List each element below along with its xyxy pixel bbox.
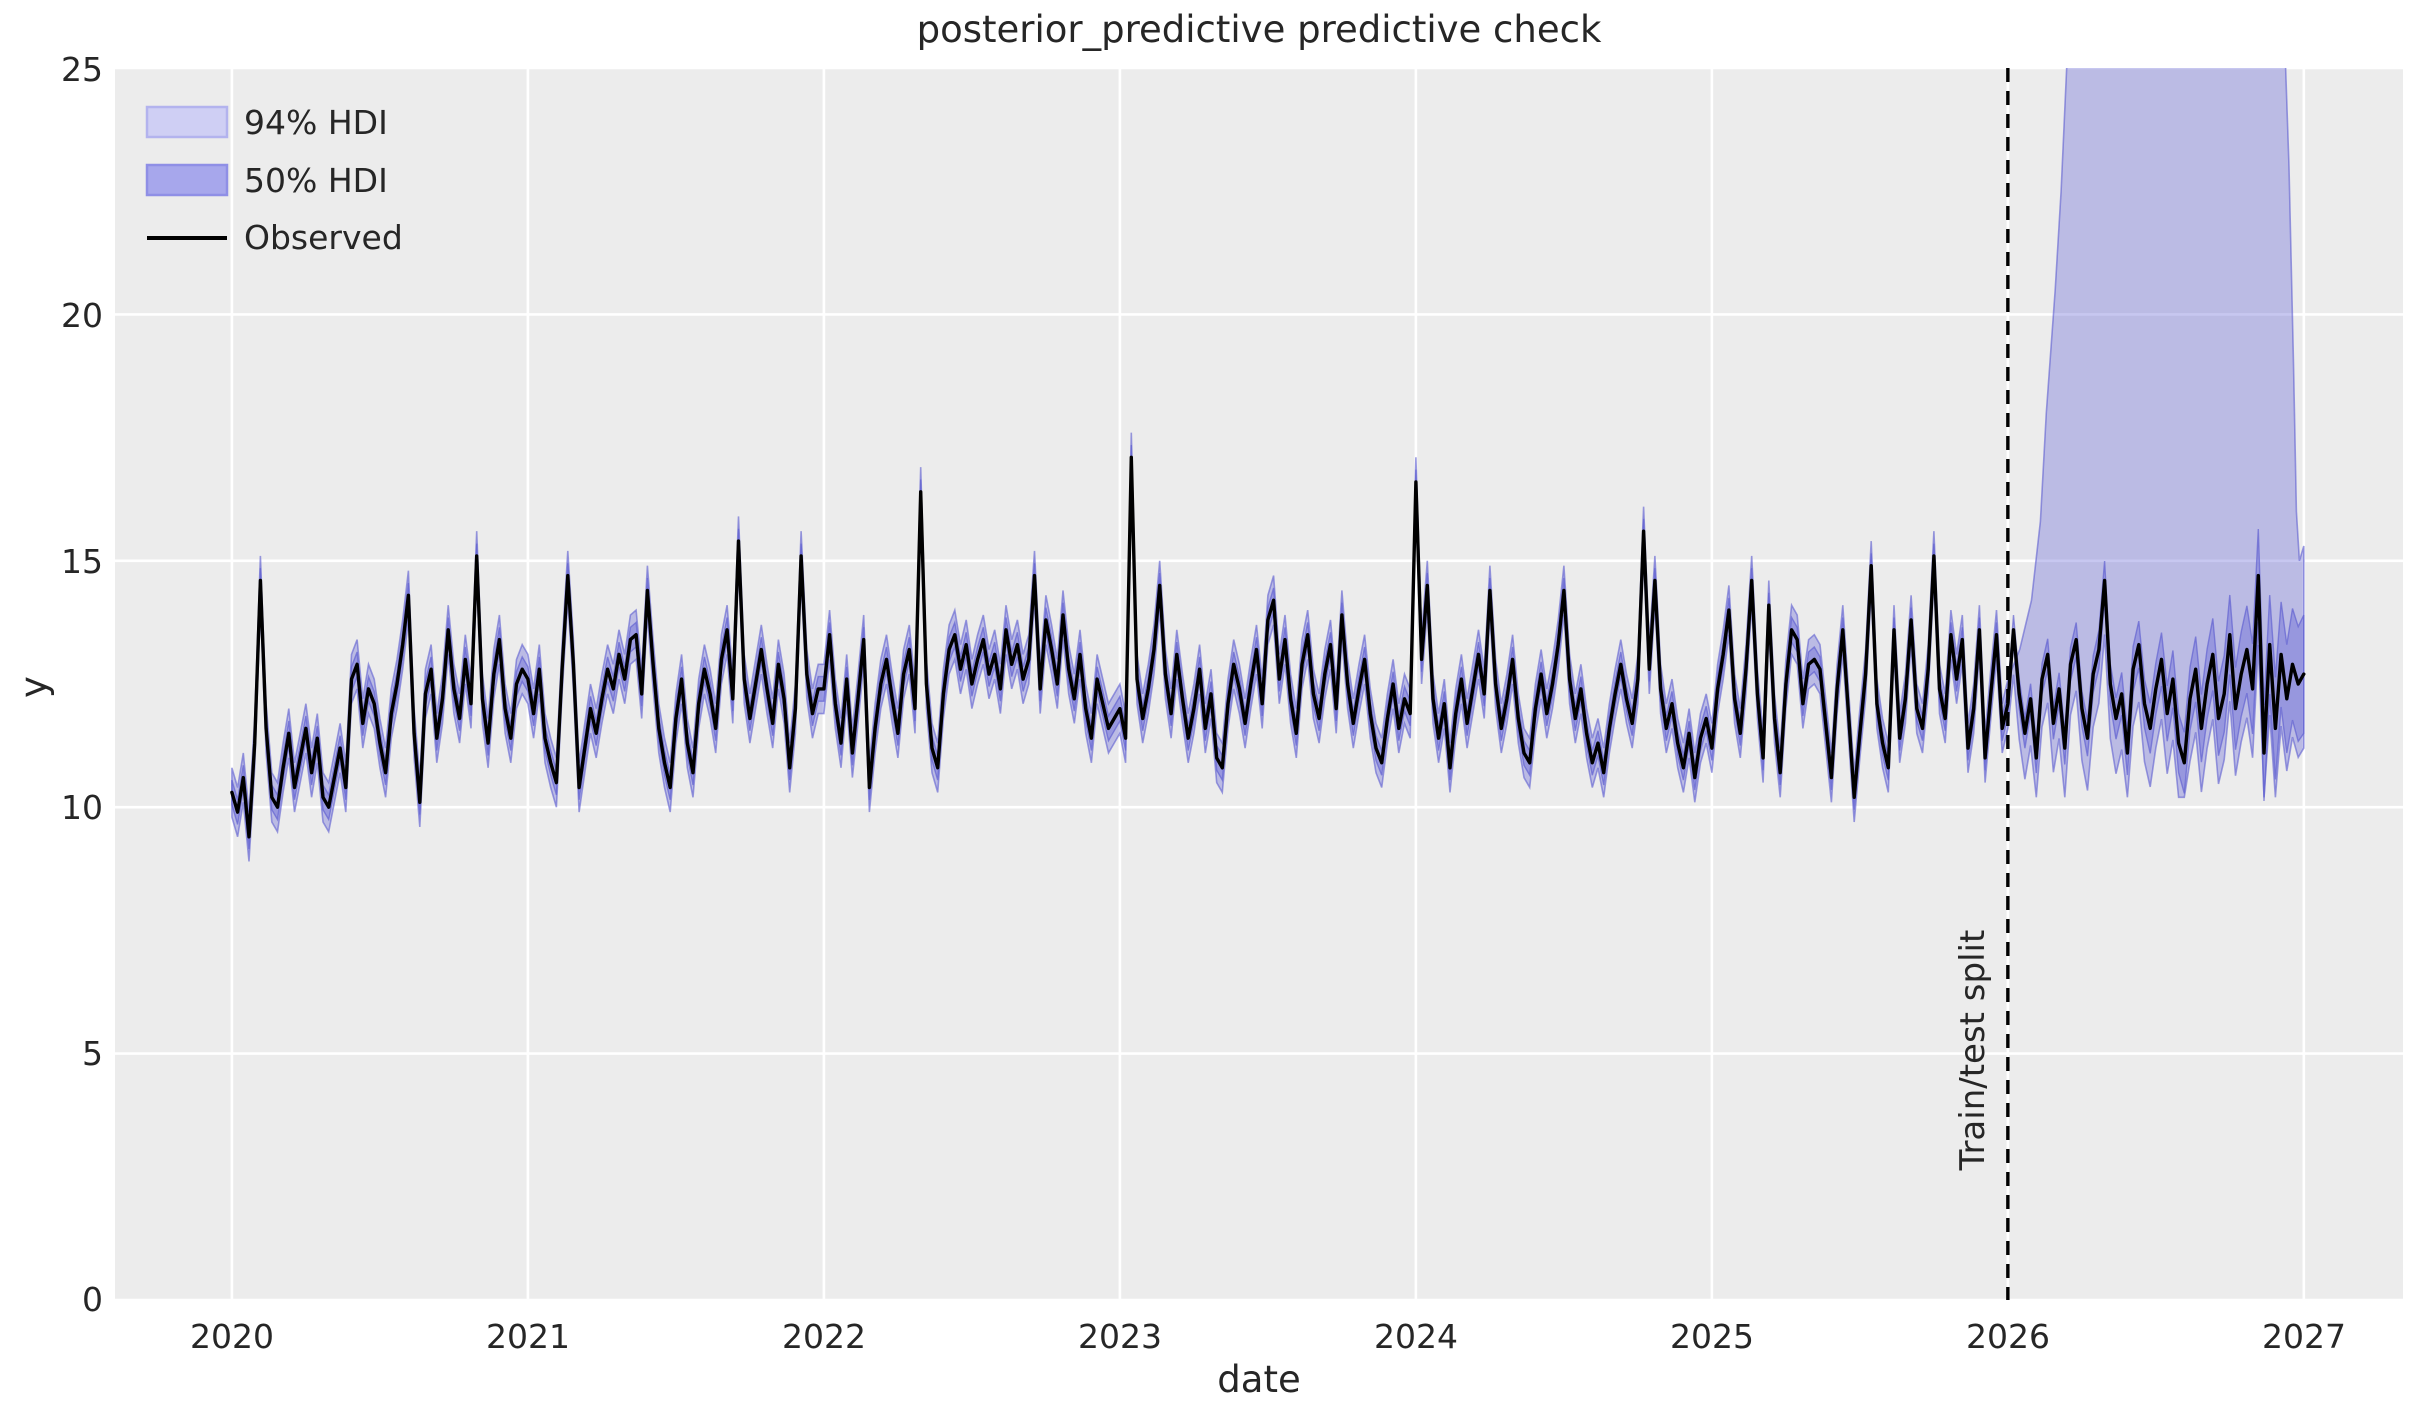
plot-layers bbox=[230, 68, 2306, 862]
hdi-94-band bbox=[231, 68, 2305, 862]
hdi50-swatch bbox=[145, 163, 229, 197]
x-tick: 2024 bbox=[1374, 1317, 1458, 1356]
y-tick: 15 bbox=[61, 542, 103, 581]
legend-item-94-hdi: 94% HDI bbox=[145, 103, 388, 142]
x-tick: 2025 bbox=[1670, 1317, 1754, 1356]
x-tick: 2026 bbox=[1966, 1317, 2050, 1356]
x-tick: 2020 bbox=[190, 1317, 274, 1356]
legend-label: 50% HDI bbox=[244, 161, 388, 200]
y-axis-label: y bbox=[12, 676, 55, 698]
y-tick-labels: 0 5 10 15 20 25 bbox=[61, 50, 103, 1319]
y-tick: 10 bbox=[61, 788, 103, 827]
y-tick: 20 bbox=[61, 296, 103, 335]
y-tick: 0 bbox=[82, 1280, 103, 1319]
x-tick: 2023 bbox=[1078, 1317, 1162, 1356]
x-tick: 2021 bbox=[486, 1317, 570, 1356]
y-tick: 5 bbox=[82, 1034, 103, 1073]
legend-label: Observed bbox=[244, 218, 403, 257]
observed-line bbox=[230, 455, 2306, 839]
x-tick: 2027 bbox=[2262, 1317, 2346, 1356]
legend-item-observed: Observed bbox=[147, 218, 403, 257]
x-tick-labels: 2020 2021 2022 2023 2024 2025 2026 2027 bbox=[190, 1317, 2346, 1356]
x-axis-label: date bbox=[1217, 1358, 1300, 1401]
train-test-split-label: Train/test split bbox=[1953, 930, 1993, 1172]
x-tick: 2022 bbox=[782, 1317, 866, 1356]
hdi94-swatch bbox=[145, 105, 229, 139]
legend-item-50-hdi: 50% HDI bbox=[145, 161, 388, 200]
chart-title: posterior_predictive predictive check bbox=[917, 8, 1602, 51]
y-tick: 25 bbox=[61, 50, 103, 89]
legend-label: 94% HDI bbox=[244, 103, 388, 142]
legend: 94% HDI 50% HDI Observed bbox=[145, 103, 403, 257]
